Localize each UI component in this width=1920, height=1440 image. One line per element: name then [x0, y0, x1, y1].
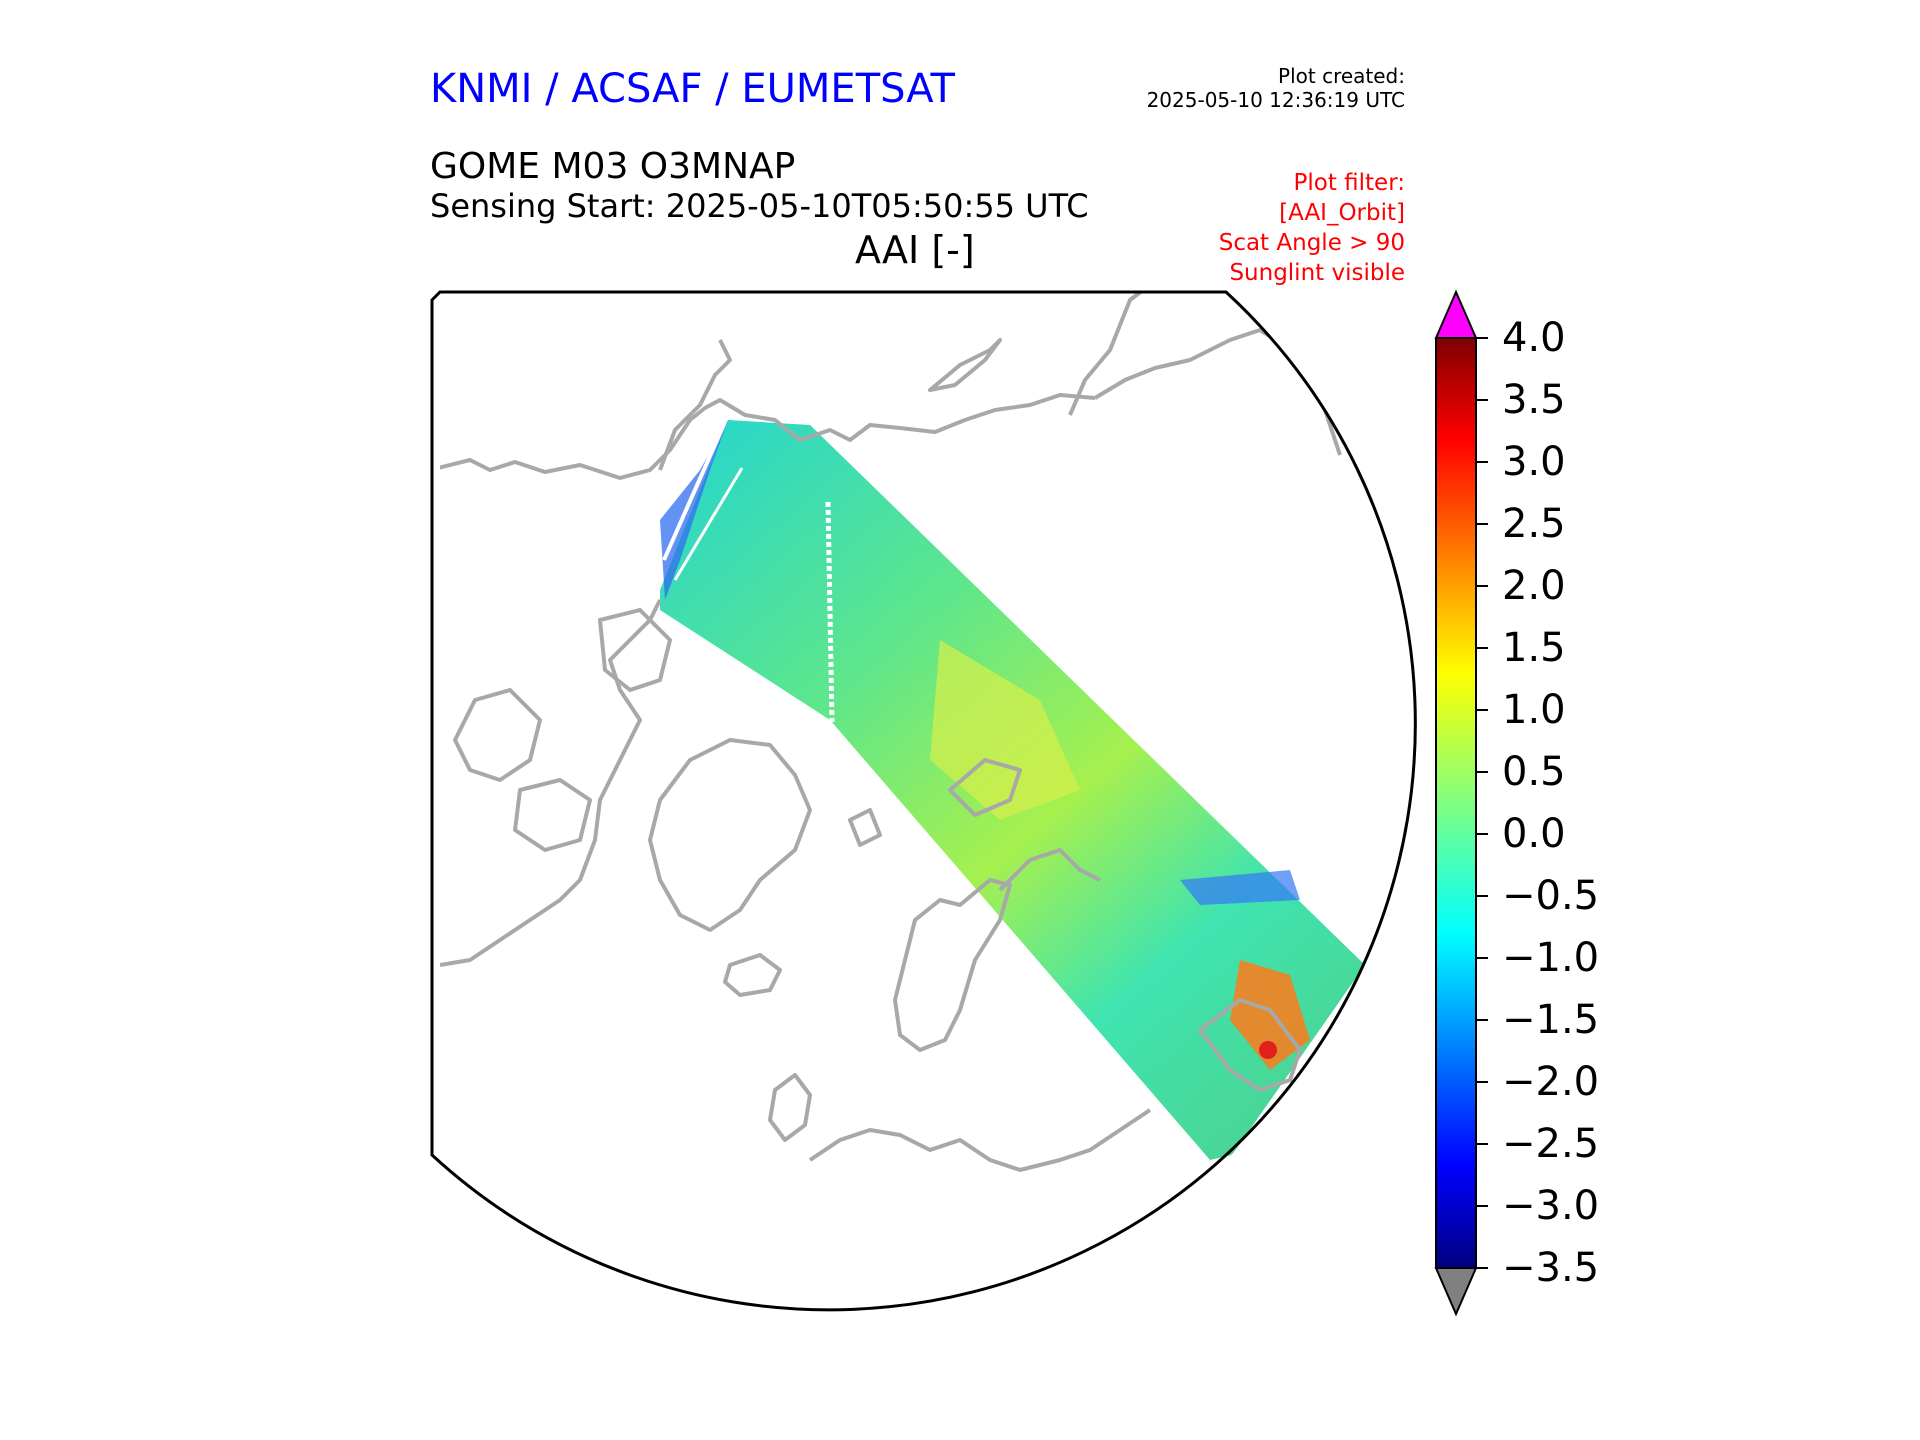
plot-filter-line: Scat Angle > 90: [1218, 230, 1405, 256]
coastline-archipelago: [598, 608, 672, 692]
plot-created-label: Plot created:: [1278, 64, 1405, 88]
coastline-iceland: [723, 953, 782, 997]
colorbar-tick-label: −2.5: [1502, 1121, 1600, 1167]
map-content: [440, 292, 1365, 1172]
coastline-island: [928, 338, 1002, 392]
coastline-scandinavia: [893, 878, 1012, 1052]
coastline-svalbard: [848, 808, 882, 847]
colorbar-tick-label: −3.0: [1502, 1183, 1600, 1229]
colorbar-over-arrow: [1434, 289, 1478, 339]
colorbar-tick-label: −3.5: [1502, 1245, 1600, 1291]
colorbar-gradient: [1435, 337, 1477, 1269]
coastline-nova-zembla: [948, 758, 1022, 817]
plot-filter-line: Sunglint visible: [1229, 260, 1405, 286]
coastline-europe: [808, 1108, 1152, 1172]
colorbar-tick-label: 0.0: [1502, 811, 1566, 857]
colorbar-tick-label: 1.0: [1502, 687, 1566, 733]
coastline-siberia: [440, 393, 1096, 480]
colorbar-tick-label: 4.0: [1502, 315, 1566, 361]
swath-blue-streak: [1180, 870, 1300, 905]
colorbar-tick-label: 1.5: [1502, 625, 1566, 671]
plot-created-info: Plot created: 2025-05-10 12:36:19 UTC: [1100, 64, 1405, 112]
variable-title: AAI [-]: [855, 228, 975, 272]
coastline-russia-west: [998, 848, 1101, 892]
colorbar-tick-label: 2.0: [1502, 563, 1566, 609]
organization-title: KNMI / ACSAF / EUMETSAT: [430, 66, 955, 112]
product-title: GOME M03 O3MNAP: [430, 146, 796, 187]
colorbar-tick-label: −1.5: [1502, 997, 1600, 1043]
swath-gap: [825, 501, 835, 723]
coastline-canada: [440, 599, 662, 967]
coastline-baffin: [513, 778, 592, 852]
colorbar-tick-label: 2.5: [1502, 501, 1566, 547]
coastline-uk: [768, 1073, 812, 1142]
plot-filter: Plot filter: [AAI_Orbit] Scat Angle > 90…: [1150, 168, 1405, 288]
colorbar-tick-label: 3.5: [1502, 377, 1566, 423]
colorbar-ticks: [1476, 337, 1488, 1269]
coastline-caspian: [1198, 998, 1302, 1092]
colorbar-tick-label: −0.5: [1502, 873, 1600, 919]
swath-hotspot: [1259, 1041, 1277, 1059]
plot-created-time: 2025-05-10 12:36:19 UTC: [1146, 88, 1405, 112]
sensing-start: Sensing Start: 2025-05-10T05:50:55 UTC: [430, 187, 1089, 225]
coastline-hudson: [453, 688, 542, 782]
colorbar-tick-label: −1.0: [1502, 935, 1600, 981]
swath-gap: [673, 467, 744, 581]
map-frame: [430, 290, 1417, 1312]
colorbar-tick-label: −2.0: [1502, 1059, 1600, 1105]
swath-blue-edge: [660, 420, 728, 600]
swath-red-zone: [1230, 960, 1310, 1070]
coastline-alaska: [658, 339, 732, 471]
plot-filter-title: Plot filter:: [1293, 170, 1405, 196]
plot-filter-line: [AAI_Orbit]: [1279, 200, 1405, 226]
coastlines: [440, 292, 1342, 1172]
swath-gap: [662, 421, 727, 561]
colorbar-tick-label: 3.0: [1502, 439, 1566, 485]
coastline-far-east: [1068, 292, 1152, 416]
colorbar-under-arrow: [1434, 1267, 1478, 1317]
colorbar-tick-label: 0.5: [1502, 749, 1566, 795]
coastline-greenland: [648, 738, 812, 932]
